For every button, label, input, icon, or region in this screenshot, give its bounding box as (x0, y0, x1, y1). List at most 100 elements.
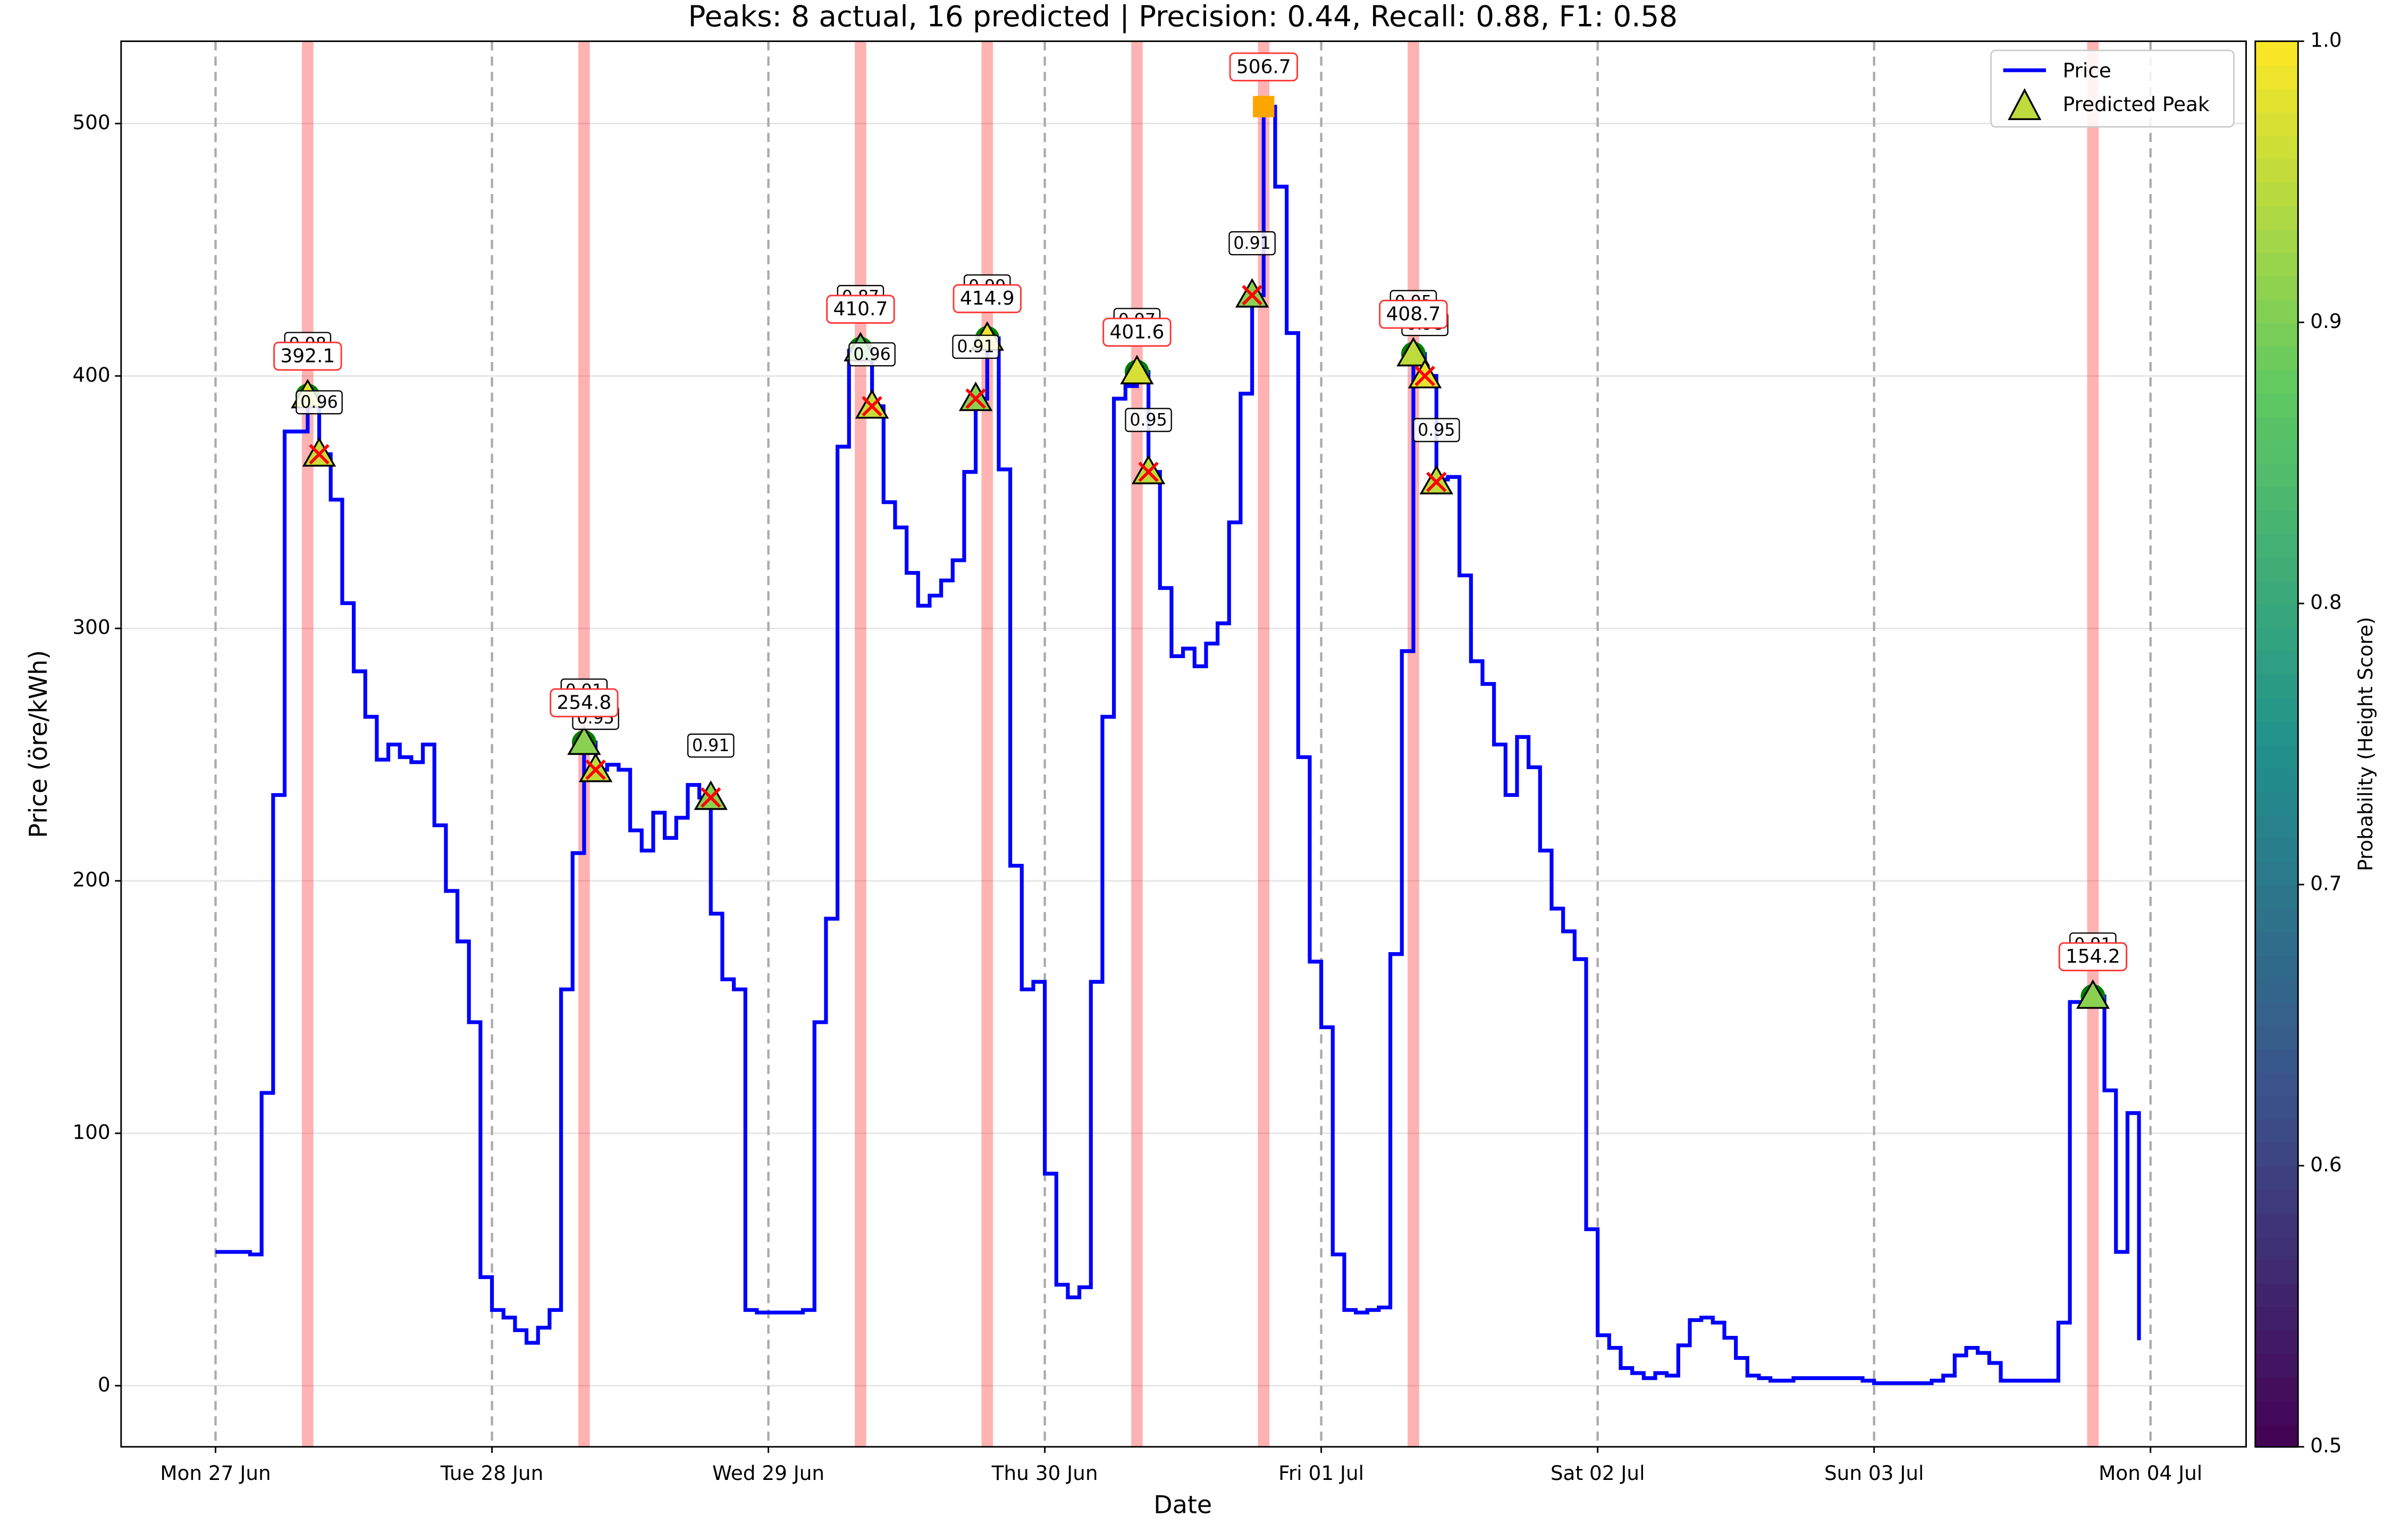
colorbar-label: Probability (Height Score) (2354, 617, 2377, 871)
peak-value-label: 254.8 (557, 692, 611, 714)
colorbar-segment (2255, 88, 2298, 113)
colorbar-segment (2255, 1400, 2298, 1425)
x-tick-label: Sat 02 Jul (1551, 1461, 1645, 1485)
legend-box (1990, 49, 2235, 128)
x-tick-label: Sun 03 Jul (1824, 1461, 1924, 1485)
colorbar-segment (2255, 908, 2298, 932)
colorbar-segment (2255, 580, 2298, 604)
colorbar-segment (2255, 275, 2298, 300)
colorbar-segment (2255, 627, 2298, 652)
probability-label-box (1125, 408, 1172, 432)
colorbar-segment (2255, 1189, 2298, 1214)
colorbar-segment (2255, 299, 2298, 324)
colorbar-segment (2255, 861, 2298, 886)
plot-frame (120, 40, 2247, 1448)
false-positive-cross (585, 759, 606, 780)
colorbar-segment (2255, 416, 2298, 441)
colorbar-segment (2255, 650, 2298, 675)
actual-peak-band (855, 41, 866, 1447)
false-positive-cross (700, 787, 721, 808)
colorbar-segment (2255, 439, 2298, 464)
colorbar-segment (2255, 1142, 2298, 1167)
colorbar-segment (2255, 1376, 2298, 1401)
colorbar-segment (2255, 1283, 2298, 1308)
y-tick-label: 200 (72, 868, 110, 891)
colorbar-segment (2255, 252, 2298, 277)
missed-peak (1253, 96, 1275, 117)
colorbar-segment (2255, 885, 2298, 909)
colorbar-segment (2255, 533, 2298, 558)
peak-value-box (1102, 317, 1172, 347)
colorbar-segment (2255, 1025, 2298, 1050)
false-positive-cross (862, 395, 882, 417)
y-tick-label: 100 (72, 1120, 110, 1143)
chart-title: Peaks: 8 actual, 16 predicted | Precisio… (688, 0, 1678, 34)
probability-label-box (952, 334, 999, 359)
colorbar-segment (2255, 486, 2298, 511)
colorbar-segment (2255, 1048, 2298, 1073)
actual-peak-band (2087, 41, 2099, 1447)
probability-label: 0.95 (1130, 410, 1167, 430)
colorbar-tick-label: 0.7 (2310, 872, 2341, 895)
colorbar-segment (2255, 1118, 2298, 1143)
probability-label-box (848, 342, 896, 367)
peak-value-label: 506.7 (1236, 56, 1291, 78)
probability-label: 0.91 (1233, 234, 1270, 253)
peak-value-box (1379, 299, 1448, 329)
actual-peak-band (981, 41, 993, 1447)
probability-label: 0.95 (1418, 420, 1455, 440)
peak-value-label: 410.7 (833, 298, 888, 320)
colorbar-segment (2255, 790, 2298, 815)
legend-label: Price (2063, 59, 2111, 82)
colorbar-segment (2255, 509, 2298, 534)
probability-label-box (1228, 231, 1276, 256)
colorbar-segment (2255, 1213, 2298, 1237)
colorbar-segment (2255, 767, 2298, 792)
false-positive-cross (1414, 366, 1435, 386)
y-tick-label: 400 (72, 363, 110, 386)
x-axis-label: Date (1153, 1490, 1212, 1519)
y-tick-label: 0 (98, 1373, 111, 1396)
predicted-peak (567, 725, 601, 755)
actual-peak-band (1258, 41, 1270, 1447)
colorbar-segment (2255, 1423, 2298, 1448)
predicted-peak (2076, 979, 2110, 1009)
predicted-peak (1120, 355, 1154, 384)
peak-value-box (2058, 942, 2128, 972)
peak-value-box (953, 284, 1022, 314)
peak-value-label: 408.7 (1386, 304, 1441, 325)
colorbar-segment (2255, 557, 2298, 581)
colorbar-segment (2255, 1353, 2298, 1378)
colorbar-segment (2255, 1002, 2298, 1026)
x-tick-label: Mon 27 Jun (160, 1461, 271, 1485)
false-positive-cross (965, 388, 986, 409)
colorbar-tick-label: 0.6 (2310, 1152, 2341, 1176)
colorbar-segment (2255, 182, 2298, 206)
colorbar-tick-label: 0.5 (2310, 1434, 2341, 1457)
x-tick-label: Wed 29 Jun (712, 1461, 824, 1485)
colorbar-segment (2255, 134, 2298, 159)
colorbar-segment (2255, 229, 2298, 253)
actual-peak-band (1408, 41, 1419, 1447)
colorbar-segment (2255, 978, 2298, 1003)
colorbar-tick-label: 1.0 (2310, 28, 2341, 52)
colorbar-segment (2255, 158, 2298, 183)
colorbar-segment (2255, 369, 2298, 394)
false-positive-cross (1242, 285, 1262, 306)
x-tick-label: Mon 04 Jul (2099, 1461, 2202, 1485)
y-tick-label: 300 (72, 616, 110, 639)
colorbar-segment (2255, 1306, 2298, 1331)
colorbar-tick-label: 0.8 (2310, 591, 2341, 614)
colorbar-segment (2255, 1236, 2298, 1260)
colorbar-segment (2255, 322, 2298, 347)
colorbar-segment (2255, 674, 2298, 699)
colorbar-segment (2255, 462, 2298, 487)
colorbar-segment (2255, 1165, 2298, 1190)
colorbar-segment (2255, 346, 2298, 371)
false-positive-cross (1138, 461, 1159, 483)
peak-value-label: 154.2 (2066, 946, 2120, 967)
false-positive-cross (309, 444, 330, 465)
x-tick-label: Fri 01 Jul (1278, 1461, 1364, 1485)
colorbar-segment (2255, 1329, 2298, 1354)
